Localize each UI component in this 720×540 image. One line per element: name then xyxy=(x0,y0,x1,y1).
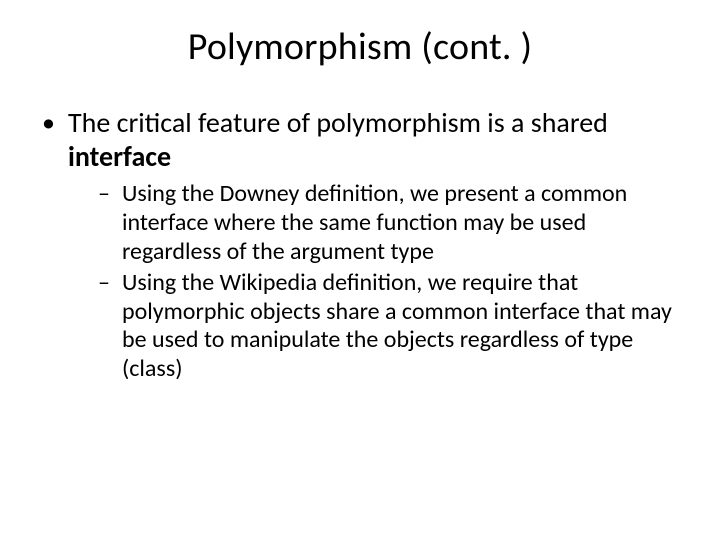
slide-body: The critical feature of polymorphism is … xyxy=(0,80,720,384)
bullet-list-lvl2: Using the Downey definition, we present … xyxy=(68,180,680,384)
slide: Polymorphism (cont. ) The critical featu… xyxy=(0,0,720,540)
bullet-lvl2: Using the Downey definition, we present … xyxy=(98,180,680,266)
bullet-text-pre: The critical feature of polymorphism is … xyxy=(68,105,608,140)
bullet-lvl2: Using the Wikipedia definition, we requi… xyxy=(98,269,680,384)
bullet-text-bold: interface xyxy=(68,139,171,174)
slide-title: Polymorphism (cont. ) xyxy=(0,0,720,80)
bullet-lvl1: The critical feature of polymorphism is … xyxy=(40,106,680,384)
bullet-list-lvl1: The critical feature of polymorphism is … xyxy=(40,106,680,384)
